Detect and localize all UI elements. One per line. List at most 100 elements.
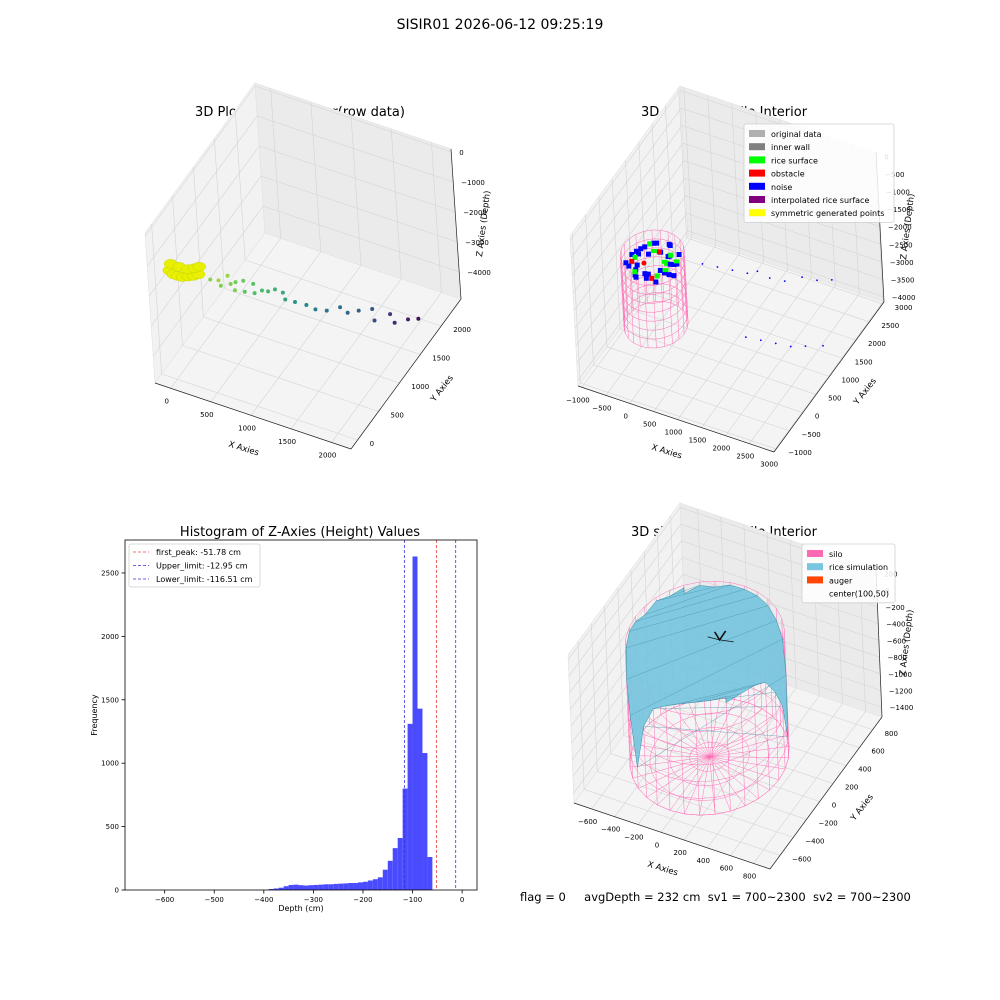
silo-wall-line (753, 681, 759, 799)
x-tick-label: 1000 (238, 424, 256, 432)
rice-mesh-line (635, 589, 745, 622)
plot-frame (124, 539, 478, 891)
x-tick-label: 0 (164, 397, 168, 405)
z-tick-label: −200 (886, 604, 905, 612)
y-tick-label: 1500 (101, 696, 119, 704)
legend-swatch (749, 196, 765, 203)
grid-z-left (571, 125, 683, 276)
surface-point (626, 263, 632, 269)
grid-z-left (568, 523, 682, 677)
silo-wall-line (679, 239, 684, 311)
grid-z-left (567, 507, 681, 660)
surface-point (632, 269, 638, 275)
grid-x-back (310, 101, 322, 252)
y-tick-label: −200 (819, 819, 838, 827)
data-point (392, 320, 397, 325)
legend-label: Upper_limit: -12.95 cm (156, 562, 248, 571)
y-tick-label: −500 (802, 431, 821, 439)
grid-y-floor (161, 373, 358, 441)
grid-x-floor (170, 238, 281, 389)
z-axis-line (450, 148, 462, 300)
silo-floor-ring (669, 727, 750, 787)
data-point (259, 288, 264, 293)
y-tick-label: −400 (805, 837, 824, 845)
rice-mesh-line (626, 620, 777, 680)
histogram-bar (298, 885, 304, 890)
grid-x-floor (772, 301, 884, 452)
y-axis-line (769, 716, 883, 870)
silo-wall-line (668, 272, 673, 344)
data-point (228, 282, 233, 287)
histogram-legend-frame (128, 543, 261, 588)
grid-y-floor (182, 345, 379, 412)
grid-x-floor (701, 277, 812, 428)
grid-z-back (682, 574, 879, 641)
silo-wall-line (620, 249, 626, 322)
z-tick-label: 0 (459, 149, 463, 157)
y-tick-label: 1500 (432, 355, 450, 363)
silo-wall-line (764, 672, 770, 791)
x-tick-label: 1000 (665, 429, 683, 437)
y-axis-line (350, 298, 462, 450)
legend-label: inner wall (771, 143, 810, 152)
raw-3d-plot: 3D Plot of Silo Interior(row data)050010… (144, 82, 493, 459)
noise-point (759, 339, 762, 342)
z-tick-label: −400 (886, 621, 905, 629)
grid-z-back (685, 195, 882, 263)
z-tick-label: −800 (888, 654, 907, 662)
auger-arm (707, 636, 734, 643)
surface-point (636, 251, 642, 257)
surface-point (667, 261, 673, 267)
depth-histogram: Histogram of Z-Axies (Height) Values −600… (90, 525, 478, 913)
surface-point (623, 260, 629, 266)
data-point (313, 307, 318, 312)
y-tick-label: 500 (828, 395, 841, 403)
noise-point (744, 336, 747, 339)
y-tick-label: 0 (370, 440, 374, 448)
grid-z-left (569, 90, 681, 241)
noise-point (830, 278, 833, 281)
x-tick-label: −400 (601, 826, 620, 834)
grid-x-floor (730, 703, 843, 856)
rice-surface-point (662, 268, 669, 273)
x-tick-label: 2000 (712, 445, 730, 453)
grid-z-back (261, 175, 458, 243)
y-tick-label: 500 (391, 412, 404, 420)
y-tick-label: 1000 (841, 376, 859, 384)
histogram-bar (392, 848, 398, 890)
data-point (242, 289, 247, 294)
x-tick-label: 500 (200, 411, 213, 419)
rice-mesh-line (637, 675, 787, 768)
grid-z-left (150, 175, 262, 327)
grid-z-left (569, 557, 683, 710)
z-tick-label: −600 (887, 637, 906, 645)
surface-point (633, 274, 639, 280)
histogram-bar (417, 708, 423, 890)
data-point (216, 278, 221, 283)
noise-point (822, 344, 824, 347)
histogram-bar (367, 880, 373, 890)
classify-legend-frame (743, 123, 895, 223)
data-point (388, 312, 393, 317)
legend-swatch (749, 156, 765, 164)
histogram-bar (412, 556, 418, 890)
histogram-bar (422, 753, 428, 890)
histogram-bar (387, 860, 393, 890)
grid-y-floor (620, 328, 817, 395)
surface-point (642, 271, 648, 277)
simulation-legend-frame (801, 543, 896, 604)
x-tick-label: 1500 (278, 438, 296, 446)
silo-wall-line (660, 275, 665, 347)
x-axis-line (154, 382, 352, 450)
grid-y-floor (593, 364, 790, 432)
silo-wall-line (629, 271, 634, 343)
legend-swatch (807, 550, 823, 557)
surface-point (668, 252, 674, 258)
grid-y-floor (610, 753, 807, 820)
grid-x-back (270, 88, 281, 239)
surface-point (657, 267, 663, 273)
histogram-bar (313, 884, 319, 890)
rice-mesh-line (643, 726, 788, 737)
x-tick-label: 1500 (689, 437, 707, 445)
